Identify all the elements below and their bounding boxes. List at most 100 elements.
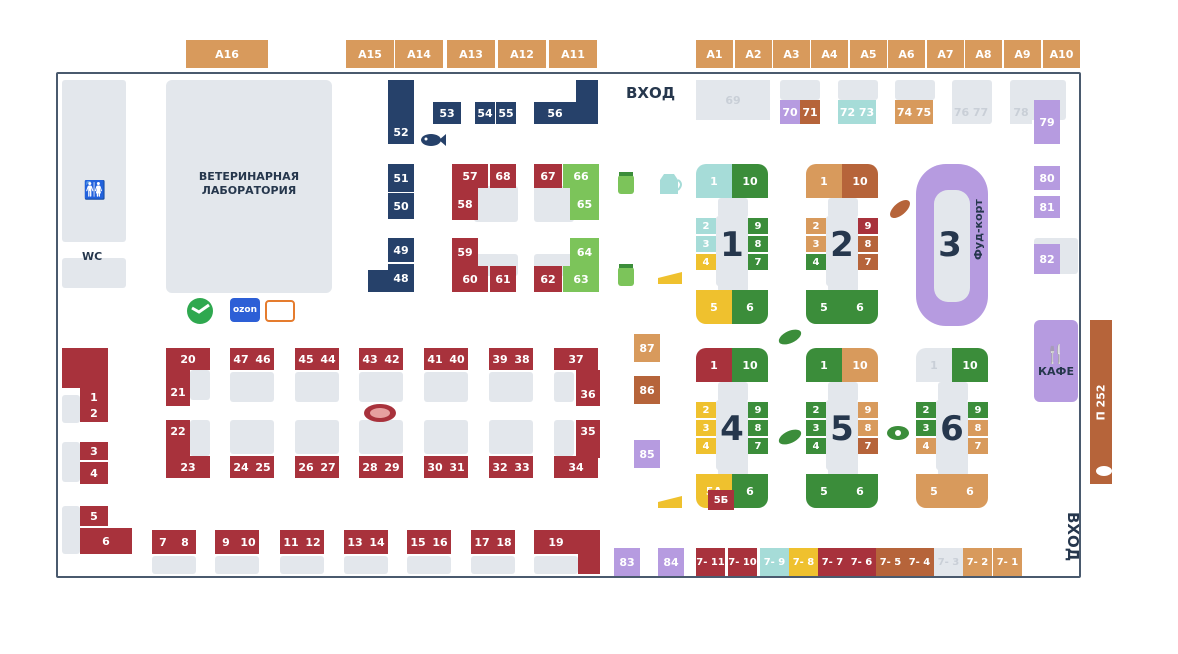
stall-1[interactable]: 1 xyxy=(80,388,108,406)
stall-A3[interactable]: A3 xyxy=(773,40,810,68)
stall-12[interactable]: 12 xyxy=(302,530,324,554)
stall-A2[interactable]: A2 xyxy=(735,40,772,68)
stall-A8[interactable]: A8 xyxy=(965,40,1002,68)
stall-84[interactable]: 84 xyxy=(658,548,684,576)
stall-27[interactable]: 27 xyxy=(317,456,339,478)
stall-66[interactable]: 66 xyxy=(563,164,599,188)
stall-48[interactable]: 48 xyxy=(388,264,414,292)
stall-87[interactable]: 87 xyxy=(634,334,660,362)
cafe-block[interactable]: 🍴 КАФЕ xyxy=(1034,320,1078,402)
stall-74[interactable]: 74 xyxy=(895,100,914,124)
stall-71[interactable]: 71 xyxy=(800,100,820,124)
stall-9[interactable]: 9 xyxy=(748,402,768,418)
stall-9[interactable]: 9 xyxy=(748,218,768,234)
stall-6[interactable]: 6 xyxy=(842,474,878,508)
stall-69[interactable]: 69 xyxy=(696,80,770,120)
stall-22[interactable]: 22 xyxy=(166,420,190,442)
stall-37[interactable]: 37 xyxy=(554,348,598,370)
stall-68[interactable]: 68 xyxy=(490,164,516,188)
stall-14[interactable]: 14 xyxy=(366,530,388,554)
stall-9[interactable]: 9 xyxy=(858,402,878,418)
stall-1[interactable]: 1 xyxy=(696,164,732,198)
stall-85[interactable]: 85 xyxy=(634,440,660,468)
stall-81[interactable]: 81 xyxy=(1034,196,1060,218)
stall-31[interactable]: 31 xyxy=(446,456,468,478)
stall-A6[interactable]: A6 xyxy=(888,40,925,68)
stall-8[interactable]: 8 xyxy=(174,530,196,554)
stall-46[interactable]: 46 xyxy=(252,348,274,370)
stall-1[interactable]: 1 xyxy=(806,164,842,198)
stall-4[interactable]: 4 xyxy=(806,438,826,454)
stall-18[interactable]: 18 xyxy=(493,530,515,554)
stall-86[interactable]: 86 xyxy=(634,376,660,404)
stall-26[interactable]: 26 xyxy=(295,456,317,478)
stall-44[interactable]: 44 xyxy=(317,348,339,370)
stall-A11[interactable]: A11 xyxy=(549,40,597,68)
stall-23[interactable]: 23 xyxy=(166,456,210,478)
stall-2[interactable]: 2 xyxy=(806,402,826,418)
stall-5[interactable]: 5 xyxy=(80,506,108,526)
stall-76[interactable]: 76 xyxy=(952,100,971,124)
stall-[interactable] xyxy=(576,442,600,458)
stall-7[interactable]: 7 xyxy=(968,438,988,454)
stall-39[interactable]: 39 xyxy=(489,348,511,370)
stall-83[interactable]: 83 xyxy=(614,548,640,576)
stall-9[interactable]: 9 xyxy=(858,218,878,234)
stall-6[interactable]: 6 xyxy=(952,474,988,508)
stall-5[interactable]: 5 xyxy=(806,290,842,324)
stall-7-11[interactable]: 7- 11 xyxy=(696,548,725,576)
stall-24[interactable]: 24 xyxy=(230,456,252,478)
stall-[interactable] xyxy=(62,348,108,388)
stall-56[interactable]: 56 xyxy=(534,102,576,124)
stall-8[interactable]: 8 xyxy=(858,236,878,252)
stall-30[interactable]: 30 xyxy=(424,456,446,478)
stall-A13[interactable]: A13 xyxy=(447,40,495,68)
stall-7[interactable]: 7 xyxy=(152,530,174,554)
stall-82[interactable]: 82 xyxy=(1034,244,1060,274)
stall-4[interactable]: 4 xyxy=(916,438,936,454)
stall-11[interactable]: 11 xyxy=(280,530,302,554)
stall-80[interactable]: 80 xyxy=(1034,166,1060,190)
stall-49[interactable]: 49 xyxy=(388,238,414,262)
stall-A10[interactable]: A10 xyxy=(1043,40,1080,68)
stall-4[interactable]: 4 xyxy=(806,254,826,270)
stall-77[interactable]: 77 xyxy=(971,100,990,124)
stall-7[interactable]: 7 xyxy=(858,438,878,454)
stall-59[interactable]: 59 xyxy=(452,238,478,266)
stall-65[interactable]: 65 xyxy=(570,188,599,220)
stall-A16[interactable]: A16 xyxy=(186,40,268,68)
stall-2[interactable]: 2 xyxy=(916,402,936,418)
stall-1[interactable]: 1 xyxy=(806,348,842,382)
stall-[interactable] xyxy=(576,80,598,124)
stall-7-7[interactable]: 7- 7 xyxy=(818,548,847,576)
stall-51[interactable]: 51 xyxy=(388,164,414,192)
stall-6[interactable]: 6 xyxy=(732,290,768,324)
stall-A15[interactable]: A15 xyxy=(346,40,394,68)
stall-25[interactable]: 25 xyxy=(252,456,274,478)
stall-62[interactable]: 62 xyxy=(534,266,562,292)
stall-5[interactable]: 5 xyxy=(696,290,732,324)
stall-7-4[interactable]: 7- 4 xyxy=(905,548,934,576)
stall-7-8[interactable]: 7- 8 xyxy=(789,548,818,576)
stall-1[interactable]: 1 xyxy=(696,348,732,382)
stall-4[interactable]: 4 xyxy=(696,254,716,270)
stall-7-9[interactable]: 7- 9 xyxy=(760,548,789,576)
stall-4[interactable]: 4 xyxy=(80,462,108,484)
stall-10[interactable]: 10 xyxy=(842,164,878,198)
stall-5[interactable]: 5 xyxy=(916,474,952,508)
stall-8[interactable]: 8 xyxy=(748,236,768,252)
stall-79[interactable]: 79 xyxy=(1034,100,1060,144)
stall-16[interactable]: 16 xyxy=(429,530,451,554)
stall-45[interactable]: 45 xyxy=(295,348,317,370)
stall-1[interactable]: 1 xyxy=(916,348,952,382)
stall-2[interactable]: 2 xyxy=(80,404,108,422)
stall-10[interactable]: 10 xyxy=(842,348,878,382)
stall-13[interactable]: 13 xyxy=(344,530,366,554)
stall-28[interactable]: 28 xyxy=(359,456,381,478)
stall-8[interactable]: 8 xyxy=(968,420,988,436)
stall-58[interactable]: 58 xyxy=(452,188,478,220)
stall-21[interactable]: 21 xyxy=(166,382,190,402)
stall-50[interactable]: 50 xyxy=(388,193,414,219)
stall-15[interactable]: 15 xyxy=(407,530,429,554)
stall-42[interactable]: 42 xyxy=(381,348,403,370)
